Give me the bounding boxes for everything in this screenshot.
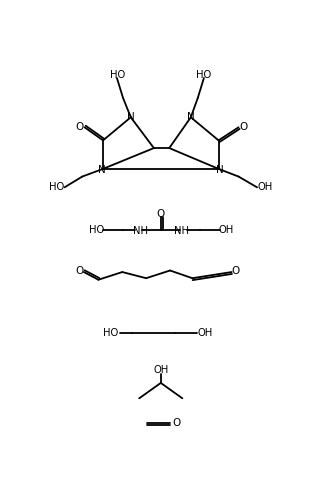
Text: O: O xyxy=(172,418,180,428)
Text: HO: HO xyxy=(110,70,125,80)
Text: N: N xyxy=(216,165,224,175)
Text: OH: OH xyxy=(257,183,272,192)
Text: OH: OH xyxy=(197,328,212,338)
Text: HO: HO xyxy=(89,226,105,236)
Text: OH: OH xyxy=(218,226,234,236)
Text: O: O xyxy=(231,266,240,276)
Text: O: O xyxy=(240,123,248,132)
Text: HO: HO xyxy=(49,183,64,192)
Text: HO: HO xyxy=(103,328,118,338)
Text: O: O xyxy=(157,209,165,219)
Text: N: N xyxy=(127,112,135,122)
Text: NH: NH xyxy=(132,226,147,236)
Text: NH: NH xyxy=(174,226,189,236)
Text: O: O xyxy=(75,123,83,132)
Text: HO: HO xyxy=(196,70,211,80)
Text: OH: OH xyxy=(153,365,168,375)
Text: N: N xyxy=(187,112,195,122)
Text: O: O xyxy=(76,266,84,276)
Text: N: N xyxy=(98,165,105,175)
